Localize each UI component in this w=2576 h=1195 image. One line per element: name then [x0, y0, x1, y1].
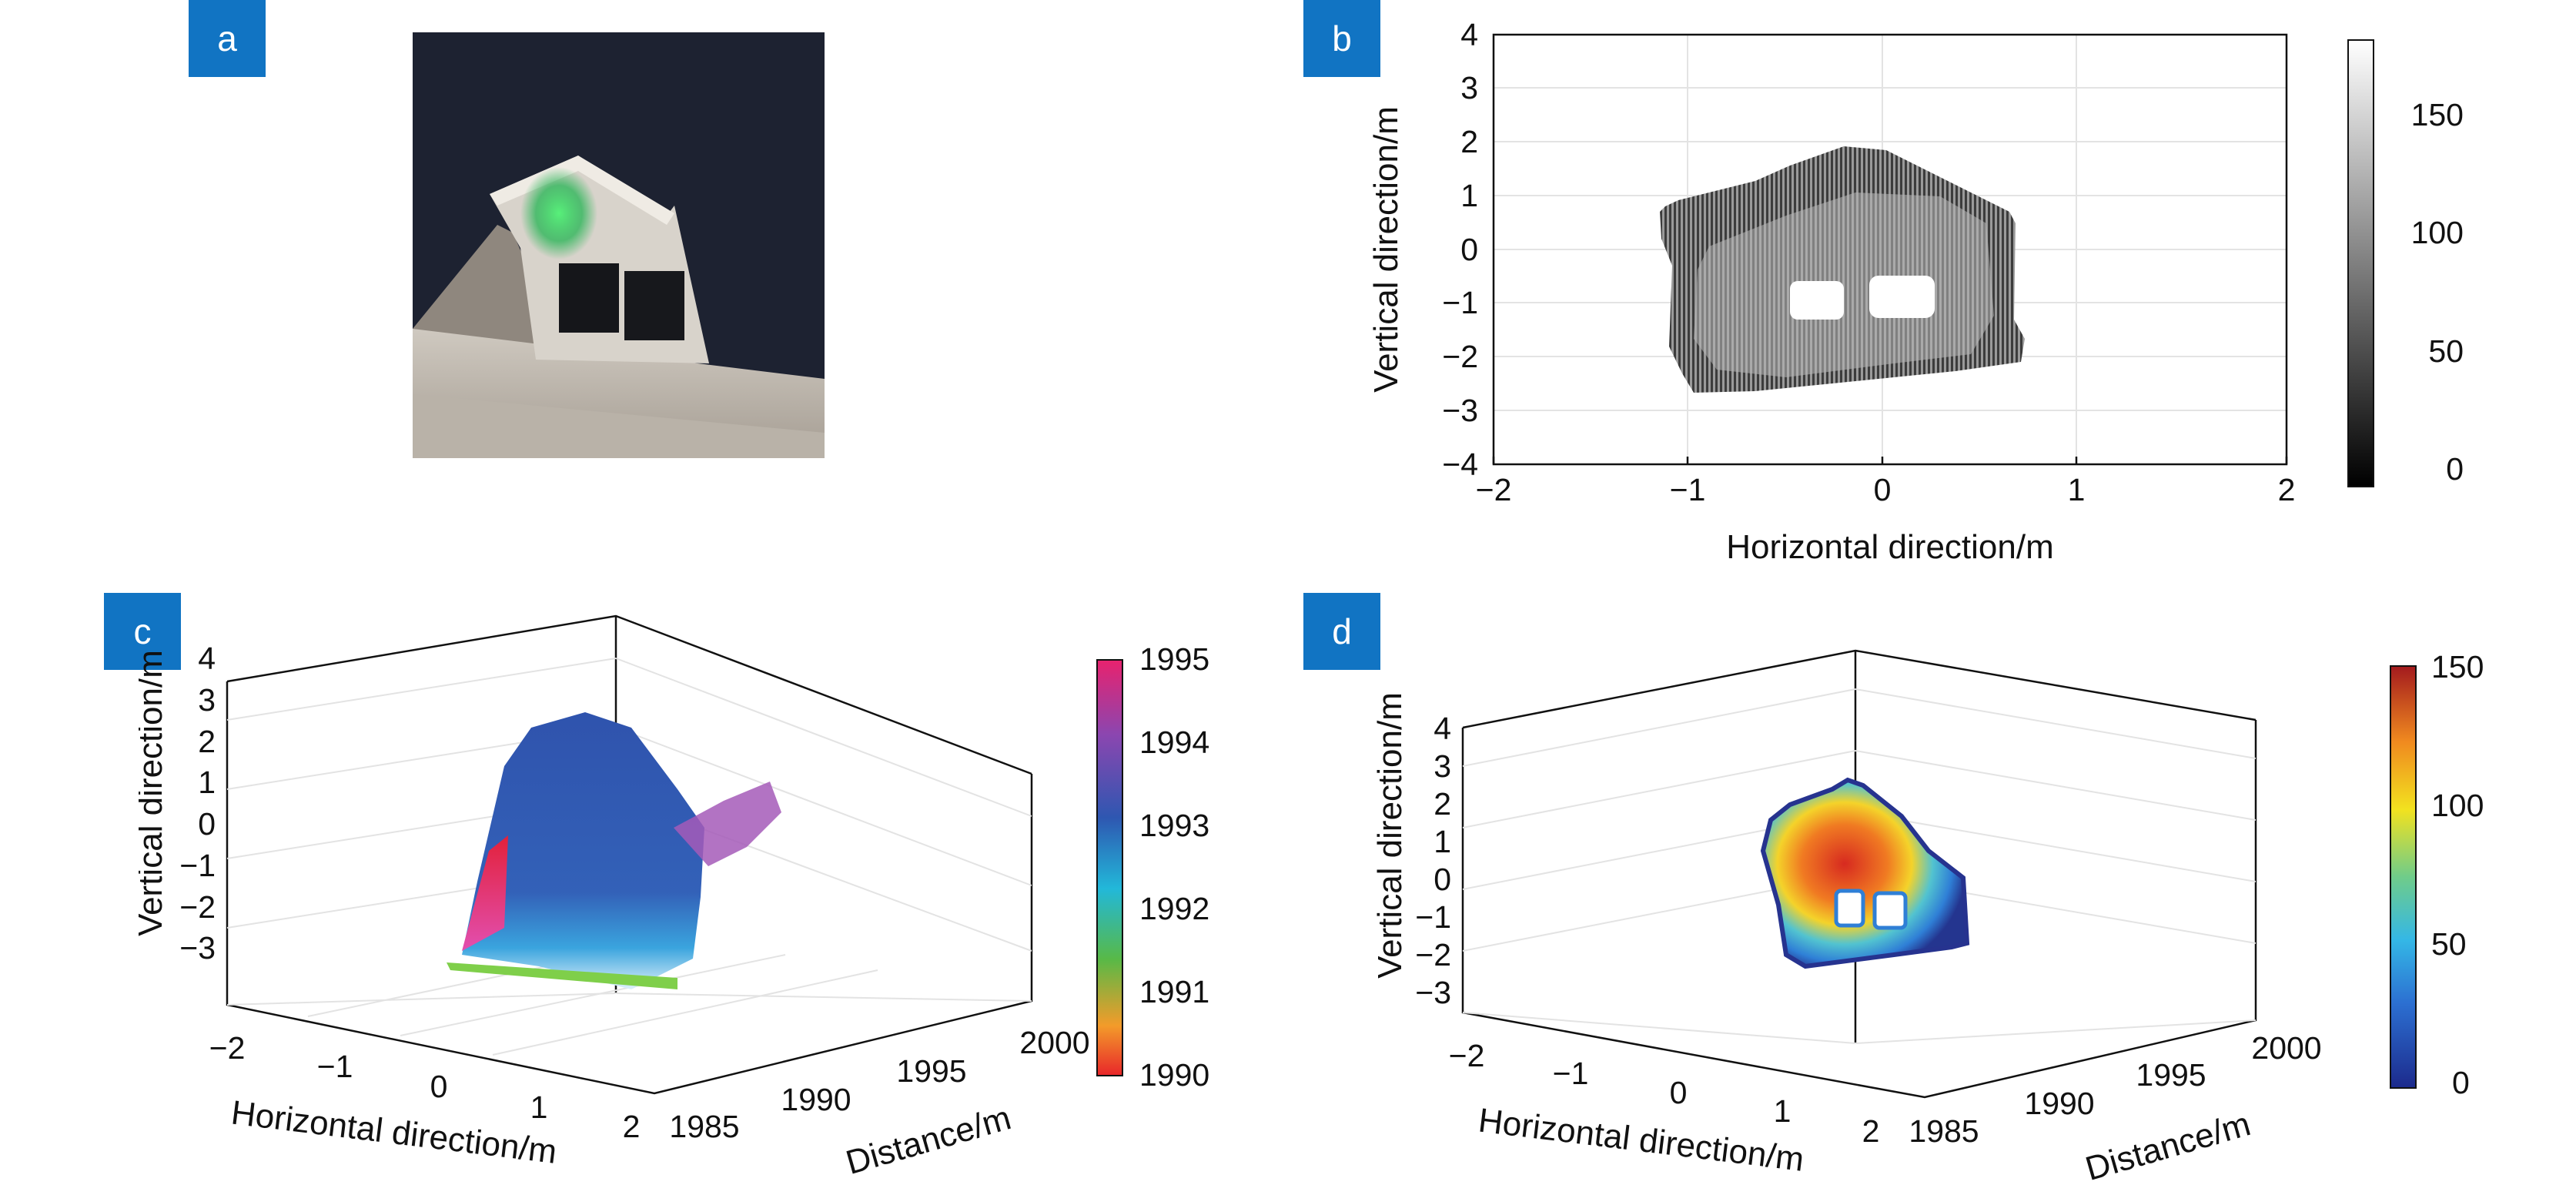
panel-d-ztick: 1990	[2024, 1086, 2094, 1121]
panel-d-colorbar-tick: 50	[2431, 926, 2467, 962]
panel-c-point-cloud	[462, 712, 704, 989]
panel-d-ytick: −2	[1415, 937, 1451, 972]
panel-d-xlabel: Horizontal direction/m	[1477, 1101, 1806, 1178]
panel-d-ytick: 1	[1434, 824, 1451, 859]
panel-c-far-side	[674, 782, 781, 866]
panel-a-photo	[413, 32, 825, 458]
panel-d-colorbar-tick: 150	[2431, 649, 2484, 685]
panel-c-ytick: 3	[198, 682, 216, 718]
panel-c-ytick: 1	[198, 765, 216, 800]
panel-d-ytick: 4	[1434, 711, 1451, 746]
panel-c-ytick: 0	[198, 806, 216, 842]
panel-d-xtick: −2	[1449, 1038, 1485, 1073]
panel-c-colorbar-tick: 1995	[1139, 641, 1209, 677]
panel-d-tag: d	[1303, 593, 1380, 670]
panel-b-colorbar-tick: 50	[2428, 333, 2464, 369]
panel-c-ztick: 1985	[669, 1109, 739, 1144]
panel-d-ztick: 1995	[2136, 1057, 2206, 1093]
panel-b-ytick: 0	[1460, 232, 1478, 267]
panel-b-ytick: −4	[1442, 447, 1478, 482]
panel-d-xtick: 2	[1862, 1113, 1880, 1149]
panel-b-xtick: −1	[1670, 472, 1706, 507]
panel-c-colorbar-tick: 1990	[1139, 1057, 1209, 1093]
panel-d-ztick: 2000	[2251, 1030, 2321, 1066]
panel-d-ytick: −1	[1415, 899, 1451, 935]
panel-c-ytick: −1	[179, 848, 216, 883]
panel-d-chart: 4 3 2 1 0 −1 −2 −3 −2 −1 0 1 2 1985 1990…	[1371, 649, 2484, 1188]
panel-c-colorbar-tick: 1992	[1139, 891, 1209, 926]
panel-b-colorbar-tick: 100	[2411, 215, 2464, 250]
panel-b-ytick: 1	[1460, 178, 1478, 213]
panel-c-colorbar-tick: 1994	[1139, 725, 1209, 760]
panel-c-ytick: −3	[179, 930, 216, 966]
panel-b-xtick: 2	[2278, 472, 2296, 507]
panel-d-xtick: 1	[1774, 1093, 1791, 1129]
panel-b-xtick: 1	[2068, 472, 2086, 507]
panel-b-ytick: 3	[1460, 70, 1478, 105]
panel-b-window-hole-right	[1869, 276, 1935, 318]
panel-d-window-hole-right	[1872, 891, 1908, 930]
window-right	[624, 271, 684, 340]
panel-c-ztick: 1990	[781, 1082, 851, 1117]
panel-d-ytick: 3	[1434, 748, 1451, 784]
panel-c-colorbar-tick: 1991	[1139, 974, 1209, 1009]
panel-c-colorbar-tick: 1993	[1139, 808, 1209, 843]
panel-b-axes-frame	[1492, 33, 2288, 466]
panel-b-colorbar-tick: 150	[2411, 97, 2464, 132]
panel-c-bottom-edge	[447, 962, 677, 989]
panel-c-zlabel: Distance/m	[841, 1099, 1015, 1182]
panel-b-colorbar	[2347, 39, 2374, 487]
panel-c-ytick: 4	[198, 641, 216, 676]
panel-b-xtick: −2	[1476, 472, 1512, 507]
panel-d-ytick: 0	[1434, 862, 1451, 897]
panel-c-xtick: 2	[623, 1109, 641, 1144]
panel-d-colorbar-tick: 0	[2452, 1065, 2470, 1100]
panel-c-xtick: −2	[209, 1030, 246, 1066]
panel-b-ylabel: Vertical direction/m	[1367, 106, 1405, 393]
panel-b-ytick: −3	[1442, 393, 1478, 428]
panel-b-tag: b	[1303, 0, 1380, 77]
panel-d-xtick: −1	[1553, 1056, 1589, 1091]
laser-spot	[520, 167, 597, 259]
panel-c-colorbar	[1096, 659, 1123, 1076]
panel-b-chart: −2 −1 0 1 2 4 3 2 1 0 −1 −2 −3 −4 Horizo…	[1367, 17, 2464, 566]
window-left	[559, 263, 619, 333]
panel-c-xlabel: Horizontal direction/m	[229, 1093, 559, 1170]
panel-b-ytick: −1	[1442, 285, 1478, 320]
panel-b-colorbar-tick: 0	[2446, 451, 2464, 487]
panel-c-ytick: −2	[179, 889, 216, 925]
panel-c-ytick: 2	[198, 724, 216, 759]
panel-c-ylabel: Vertical direction/m	[139, 650, 169, 936]
panel-d-ytick: −3	[1415, 975, 1451, 1010]
panel-a-tag: a	[189, 0, 266, 77]
panel-d-point-cloud	[1760, 777, 1970, 969]
panel-c-xtick: 0	[430, 1069, 448, 1104]
panel-d-ytick: 2	[1434, 786, 1451, 822]
panel-d-ztick: 1985	[1909, 1113, 1979, 1149]
panel-d-window-hole-left	[1834, 889, 1865, 928]
panel-c-ztick: 1995	[896, 1053, 966, 1089]
panel-b-window-hole-left	[1790, 281, 1844, 320]
panel-c-chart: 4 3 2 1 0 −1 −2 −3 −2 −1 0 1 2 1985 1990…	[139, 614, 1209, 1182]
panel-c-xtick: 1	[530, 1090, 548, 1125]
panel-b-ytick: 2	[1460, 124, 1478, 159]
panel-b-ytick: −2	[1442, 339, 1478, 374]
panel-c-xtick: −1	[317, 1049, 353, 1084]
panel-c-ztick: 2000	[1019, 1025, 1089, 1060]
panel-b-xtick: 0	[1874, 472, 1892, 507]
panel-d-colorbar-tick: 100	[2431, 788, 2484, 823]
panel-d-colorbar	[2390, 665, 2417, 1089]
panel-c-near-side	[462, 835, 508, 951]
panel-d-zlabel: Distance/m	[2081, 1105, 2254, 1188]
panel-d-xtick: 0	[1670, 1075, 1688, 1110]
panel-b-ytick: 4	[1460, 17, 1478, 52]
panel-d-ylabel: Vertical direction/m	[1371, 692, 1409, 979]
panel-c-tag: c	[104, 593, 181, 670]
panel-b-xlabel: Horizontal direction/m	[1726, 528, 2054, 566]
